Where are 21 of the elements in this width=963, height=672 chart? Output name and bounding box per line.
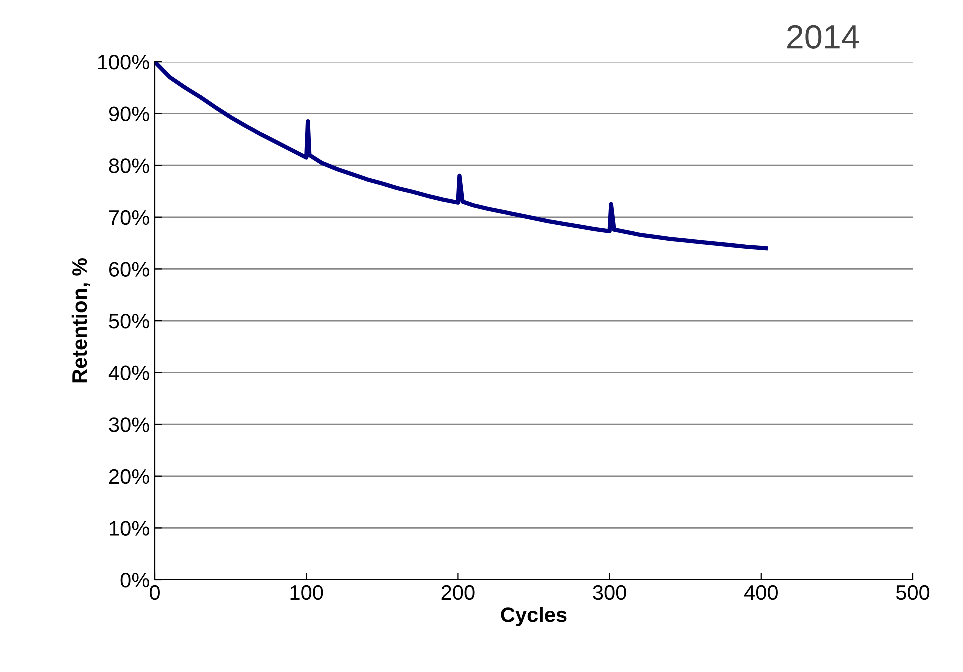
x-tick-label: 500 <box>896 585 930 600</box>
text: 2014 <box>788 25 860 49</box>
y-tick-label: 70% <box>110 210 150 226</box>
x-axis-title: Cycles <box>501 607 567 626</box>
x-tick-label: 300 <box>593 585 626 600</box>
x-tick-label: 100 <box>290 585 324 600</box>
y-tick-label: 90% <box>109 106 150 122</box>
x-tick-label: 200 <box>442 585 475 600</box>
y-tick-label: 50% <box>109 314 150 329</box>
y-tick-label: 20% <box>109 469 150 484</box>
line-series <box>155 62 768 251</box>
y-tick-label: 100% <box>98 55 150 70</box>
y-tick-label: 10% <box>110 521 150 536</box>
x-tick-label: 0 <box>150 585 160 600</box>
y-tick-label: 60% <box>110 262 150 277</box>
y-tick-label: 80% <box>109 158 150 174</box>
y-axis-title: Retention, % <box>72 258 90 383</box>
y-tick-label: 30% <box>109 418 150 432</box>
y-tick-label: 40% <box>108 366 150 381</box>
x-tick-label: 400 <box>744 585 778 600</box>
y-tick-label: 0% <box>120 573 150 588</box>
